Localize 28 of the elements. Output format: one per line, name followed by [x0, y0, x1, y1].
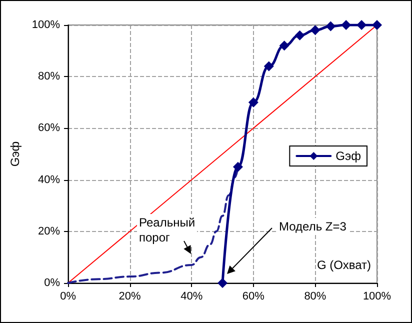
- y-tick-label: 100%: [32, 19, 60, 31]
- y-tick-label: 80%: [38, 70, 60, 83]
- annotation: Модель Z=3: [279, 220, 347, 234]
- point: [248, 97, 258, 108]
- y-tick-label: 0%: [44, 277, 60, 289]
- x-tick-label: 0%: [60, 290, 76, 302]
- point: [356, 20, 367, 30]
- y-axis-title: Gэф: [8, 141, 22, 167]
- point: [232, 162, 243, 172]
- x-tick-label: 40%: [180, 290, 203, 302]
- point: [279, 40, 290, 51]
- point: [310, 25, 320, 36]
- point: [372, 20, 382, 30]
- point: [326, 21, 336, 32]
- y-tick-label: 60%: [38, 122, 60, 134]
- annotation: Реальный порог: [139, 216, 196, 244]
- y-tick-label: 20%: [38, 225, 60, 238]
- point: [341, 20, 352, 30]
- point: [264, 61, 274, 72]
- point: [294, 30, 305, 40]
- x-tick-label: 80%: [304, 290, 326, 302]
- x-tick-label: 20%: [118, 290, 142, 302]
- x-axis-title: G (Охват): [316, 258, 372, 272]
- y-tick-label: 40%: [38, 174, 60, 186]
- legend-label: Gэф: [336, 149, 362, 163]
- x-tick-label: 100%: [362, 290, 392, 302]
- x-tick-label: 60%: [242, 290, 265, 302]
- point: [218, 278, 228, 288]
